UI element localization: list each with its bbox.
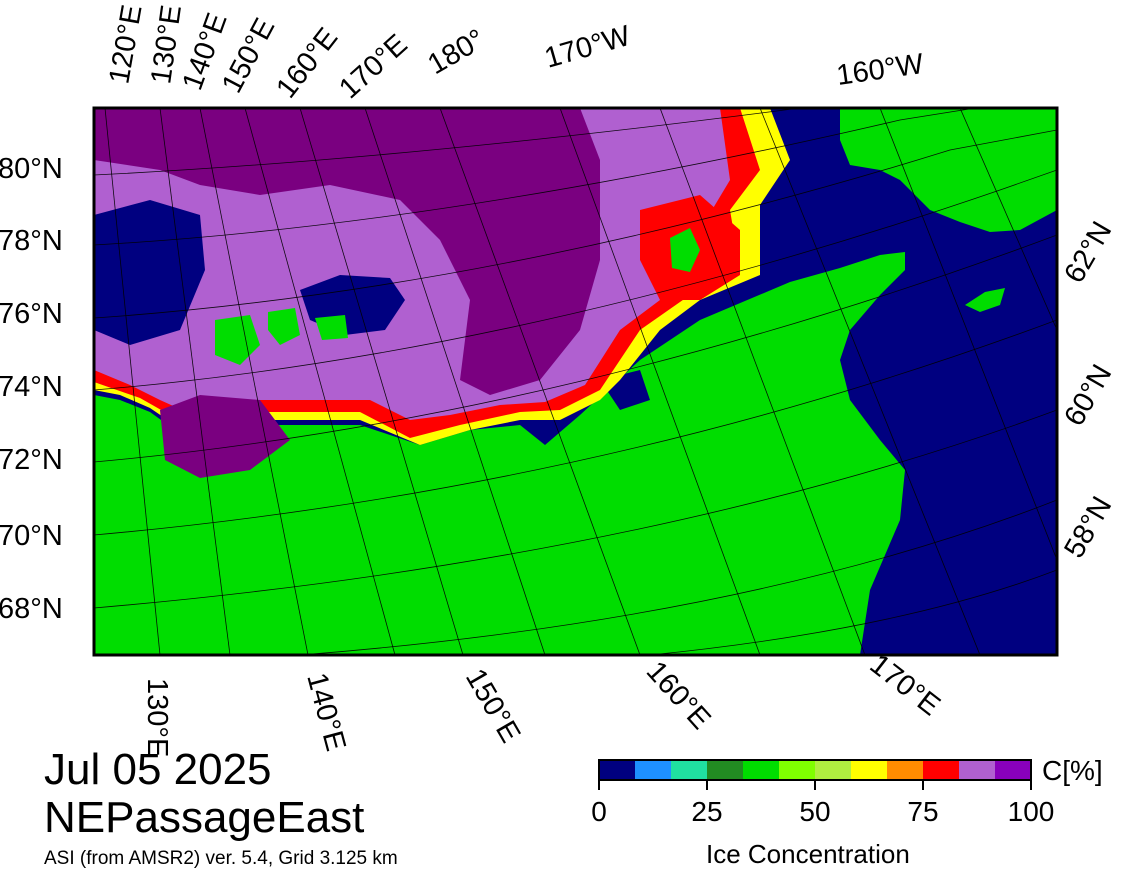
new-siberian-island-3 bbox=[315, 315, 348, 340]
lat-label-right: 58°N bbox=[1058, 491, 1118, 563]
lat-labels-right: 62°N 60°N 58°N bbox=[1058, 216, 1118, 563]
graticule-parallels bbox=[94, 108, 1057, 655]
lon-label-top: 120°E bbox=[103, 3, 148, 87]
colorbar-segment bbox=[815, 760, 852, 780]
map-date: Jul 05 2025 bbox=[44, 745, 272, 794]
lon-labels-bottom: 130°E 140°E 150°E 160°E 170°E bbox=[141, 648, 946, 757]
colorbar-segment bbox=[959, 760, 996, 780]
lat-label-left: 68°N bbox=[0, 593, 63, 625]
colorbar-segment bbox=[887, 760, 924, 780]
ice-dark-purple bbox=[94, 108, 600, 395]
lon-label-top: 160°E bbox=[270, 22, 344, 104]
lon-label-bottom: 170°E bbox=[864, 648, 946, 722]
colorbar bbox=[599, 760, 1032, 780]
ice-dark-purple-shelf bbox=[160, 395, 290, 478]
colorbar-segment bbox=[707, 760, 744, 780]
siberia-land bbox=[94, 252, 905, 655]
colorbar-title: Ice Concentration bbox=[706, 839, 910, 869]
new-siberian-island-2 bbox=[268, 308, 300, 345]
lon-label-top: 170°W bbox=[541, 20, 634, 75]
laptev-polynya bbox=[94, 200, 205, 345]
lat-labels-left: 80°N 78°N 76°N 74°N 72°N 70°N 68°N bbox=[0, 153, 63, 625]
lat-label-left: 80°N bbox=[0, 153, 63, 185]
lon-label-bottom: 160°E bbox=[640, 655, 717, 735]
colorbar-tick-label: 50 bbox=[799, 796, 831, 827]
lon-label-top: 160°W bbox=[835, 48, 927, 92]
colorbar-tick-label: 100 bbox=[1007, 796, 1055, 827]
lon-label-bottom: 130°E bbox=[141, 678, 173, 757]
st-lawrence-island bbox=[965, 288, 1005, 312]
lat-label-left: 72°N bbox=[0, 444, 63, 476]
colorbar-tick-label: 0 bbox=[591, 796, 607, 827]
colorbar-segment bbox=[671, 760, 708, 780]
lon-label-bottom: 150°E bbox=[459, 664, 526, 749]
lon-labels-top: 120°E 130°E 140°E 150°E 160°E 170°E 180°… bbox=[103, 3, 926, 106]
lat-label-left: 70°N bbox=[0, 520, 63, 552]
colorbar-segment bbox=[599, 760, 636, 780]
lat-label-right: 62°N bbox=[1058, 216, 1118, 288]
colorbar-segment bbox=[743, 760, 780, 780]
colorbar-ticks bbox=[598, 780, 1032, 790]
colorbar-unit: C[%] bbox=[1042, 755, 1103, 786]
lon-label-bottom: 140°E bbox=[300, 670, 351, 755]
lat-label-right: 60°N bbox=[1058, 359, 1118, 431]
alaska-land bbox=[840, 108, 1057, 232]
data-source: ASI (from AMSR2) ver. 5.4, Grid 3.125 km bbox=[44, 848, 398, 869]
lat-label-left: 74°N bbox=[0, 371, 63, 403]
colorbar-segment bbox=[851, 760, 888, 780]
new-siberian-island-1 bbox=[215, 315, 260, 365]
lon-label-top: 180° bbox=[423, 23, 491, 81]
colorbar-segment bbox=[635, 760, 672, 780]
colorbar-segment bbox=[923, 760, 960, 780]
lat-label-left: 76°N bbox=[0, 298, 63, 330]
lat-label-left: 78°N bbox=[0, 225, 63, 257]
colorbar-tick-label: 25 bbox=[691, 796, 723, 827]
graticule-meridians bbox=[104, 108, 1057, 655]
colorbar-segment bbox=[995, 760, 1032, 780]
colorbar-segment bbox=[779, 760, 816, 780]
lon-label-top: 170°E bbox=[333, 28, 413, 105]
region-name: NEPassageEast bbox=[44, 793, 365, 842]
colorbar-tick-label: 75 bbox=[907, 796, 939, 827]
wrangel-island-top bbox=[670, 228, 700, 272]
map-frame bbox=[92, 106, 1059, 657]
